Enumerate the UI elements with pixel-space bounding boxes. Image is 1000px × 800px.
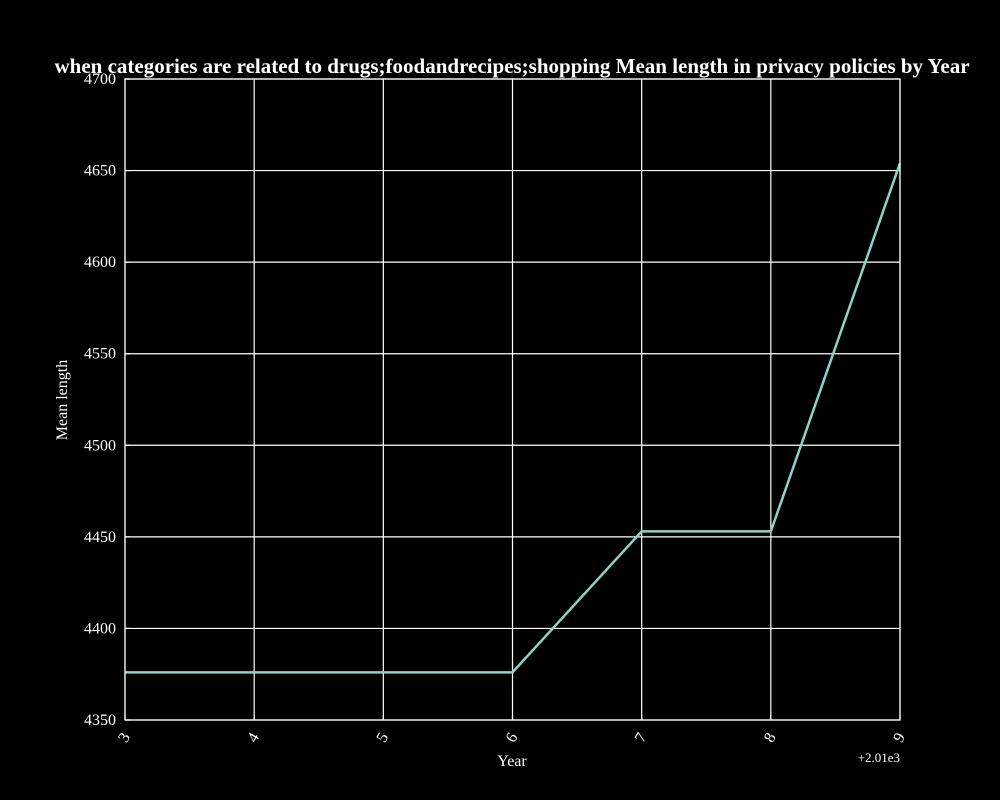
y-tick-label: 4650 [84,163,116,180]
x-axis-offset-label: +2.01e3 [858,750,900,765]
y-tick-label: 4500 [84,437,116,454]
x-tick-label: 8 [761,730,780,745]
y-tick-label: 4450 [84,529,116,546]
series-line [125,162,902,674]
x-tick-label: 6 [503,730,522,745]
chart-title: when categories are related to drugs;foo… [54,54,969,78]
x-tick-label: 4 [244,730,263,745]
y-tick-label: 4550 [84,346,116,363]
x-tick-label: 9 [890,730,909,745]
y-tick-label: 4400 [84,620,116,637]
y-axis-label: Mean length [54,360,71,440]
grid [124,78,901,721]
y-tick-label: 4700 [84,71,116,88]
x-tick-label: 5 [374,730,393,745]
x-tick-label: 7 [632,730,651,745]
y-tick-label: 4350 [84,712,116,729]
x-tick-label: 3 [115,730,134,745]
ticks: 3 4 5 6 7 8 9 4350 4400 4450 4500 4550 4600 4650 4700 [84,71,909,745]
series-layer [125,162,902,674]
x-axis-label: Year [497,753,527,770]
y-tick-label: 4600 [84,254,116,271]
